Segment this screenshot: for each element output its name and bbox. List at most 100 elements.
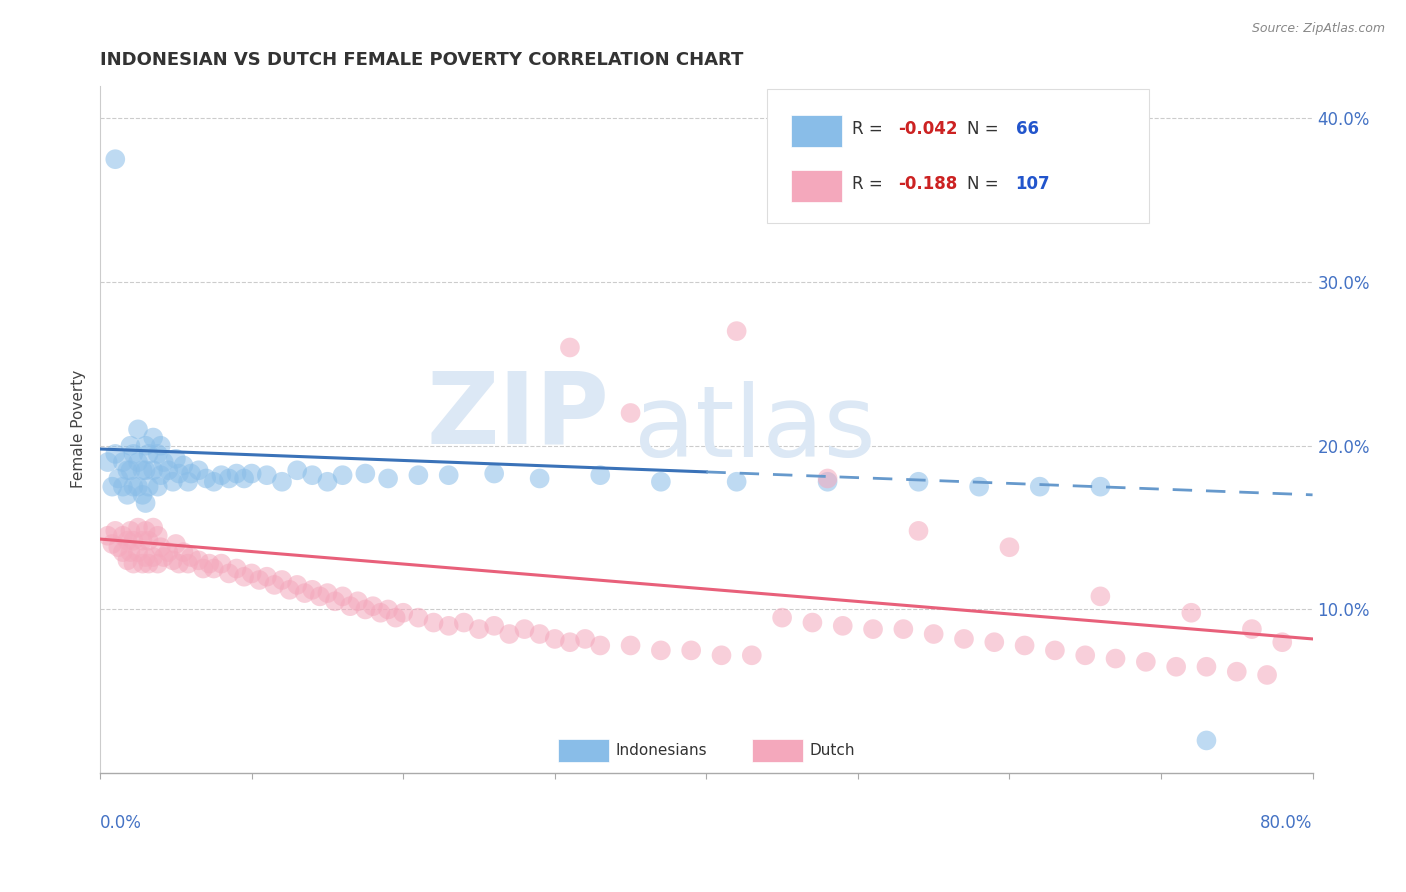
Point bbox=[111, 455, 134, 469]
Point bbox=[142, 431, 165, 445]
Point bbox=[97, 529, 120, 543]
Text: R =: R = bbox=[852, 175, 887, 193]
Point bbox=[193, 561, 215, 575]
Point bbox=[138, 557, 160, 571]
Text: 80.0%: 80.0% bbox=[1260, 814, 1313, 832]
Point bbox=[149, 468, 172, 483]
Text: ZIP: ZIP bbox=[426, 368, 609, 464]
Point bbox=[202, 561, 225, 575]
Point bbox=[332, 468, 354, 483]
Text: -0.188: -0.188 bbox=[898, 175, 957, 193]
Point bbox=[650, 643, 672, 657]
Point bbox=[817, 475, 839, 489]
Point bbox=[529, 471, 551, 485]
Point bbox=[1271, 635, 1294, 649]
Point bbox=[725, 475, 748, 489]
Point bbox=[122, 447, 145, 461]
Point bbox=[285, 578, 308, 592]
Point bbox=[172, 545, 194, 559]
Point bbox=[558, 341, 581, 355]
FancyBboxPatch shape bbox=[792, 115, 842, 146]
Point bbox=[437, 468, 460, 483]
Point bbox=[681, 643, 703, 657]
Point bbox=[131, 463, 153, 477]
Point bbox=[893, 622, 915, 636]
Point bbox=[513, 622, 536, 636]
Point bbox=[122, 557, 145, 571]
Point bbox=[157, 545, 180, 559]
Text: Source: ZipAtlas.com: Source: ZipAtlas.com bbox=[1251, 22, 1385, 36]
Text: 0.0%: 0.0% bbox=[100, 814, 142, 832]
Point bbox=[801, 615, 824, 630]
Point bbox=[127, 422, 149, 436]
Point bbox=[202, 475, 225, 489]
Point bbox=[131, 488, 153, 502]
Point bbox=[104, 447, 127, 461]
Point bbox=[162, 475, 184, 489]
Point bbox=[354, 467, 377, 481]
Point bbox=[377, 602, 399, 616]
Point bbox=[120, 439, 142, 453]
Point bbox=[263, 578, 285, 592]
Point bbox=[104, 524, 127, 538]
Point bbox=[574, 632, 596, 646]
Point bbox=[650, 475, 672, 489]
Point bbox=[1043, 643, 1066, 657]
Point bbox=[309, 590, 332, 604]
Point bbox=[346, 594, 368, 608]
Point bbox=[165, 537, 187, 551]
Point bbox=[157, 463, 180, 477]
Point bbox=[167, 557, 190, 571]
Point bbox=[323, 594, 346, 608]
Point bbox=[725, 324, 748, 338]
Point bbox=[187, 553, 209, 567]
Point bbox=[1029, 480, 1052, 494]
Point bbox=[233, 570, 256, 584]
Point bbox=[453, 615, 475, 630]
Point bbox=[278, 582, 301, 597]
Point bbox=[120, 545, 142, 559]
Point bbox=[370, 606, 392, 620]
Point bbox=[172, 458, 194, 473]
Point bbox=[146, 529, 169, 543]
Point bbox=[619, 406, 641, 420]
Text: R =: R = bbox=[852, 120, 887, 138]
Point bbox=[209, 557, 232, 571]
Point bbox=[953, 632, 976, 646]
Point bbox=[146, 480, 169, 494]
Point bbox=[111, 529, 134, 543]
Point bbox=[482, 467, 505, 481]
Text: 66: 66 bbox=[1015, 120, 1039, 138]
Point bbox=[422, 615, 444, 630]
Point bbox=[142, 550, 165, 565]
Point bbox=[149, 540, 172, 554]
FancyBboxPatch shape bbox=[558, 739, 609, 762]
Point bbox=[558, 635, 581, 649]
Point bbox=[107, 540, 129, 554]
Point bbox=[142, 463, 165, 477]
Text: INDONESIAN VS DUTCH FEMALE POVERTY CORRELATION CHART: INDONESIAN VS DUTCH FEMALE POVERTY CORRE… bbox=[100, 51, 744, 69]
Point bbox=[1014, 639, 1036, 653]
Point bbox=[1090, 480, 1112, 494]
Point bbox=[135, 550, 157, 565]
Text: Dutch: Dutch bbox=[810, 743, 855, 758]
Point bbox=[1135, 655, 1157, 669]
Point bbox=[177, 557, 200, 571]
Point bbox=[817, 471, 839, 485]
Point bbox=[101, 480, 124, 494]
Point bbox=[225, 467, 247, 481]
Point bbox=[101, 537, 124, 551]
Point bbox=[332, 590, 354, 604]
Point bbox=[152, 550, 174, 565]
Point bbox=[233, 471, 256, 485]
Point bbox=[862, 622, 884, 636]
Point bbox=[1256, 668, 1278, 682]
Point bbox=[120, 524, 142, 538]
Point bbox=[104, 152, 127, 166]
Point bbox=[198, 557, 221, 571]
Text: N =: N = bbox=[967, 175, 1004, 193]
Point bbox=[240, 566, 263, 581]
Point bbox=[120, 463, 142, 477]
FancyBboxPatch shape bbox=[792, 170, 842, 202]
FancyBboxPatch shape bbox=[766, 89, 1149, 223]
